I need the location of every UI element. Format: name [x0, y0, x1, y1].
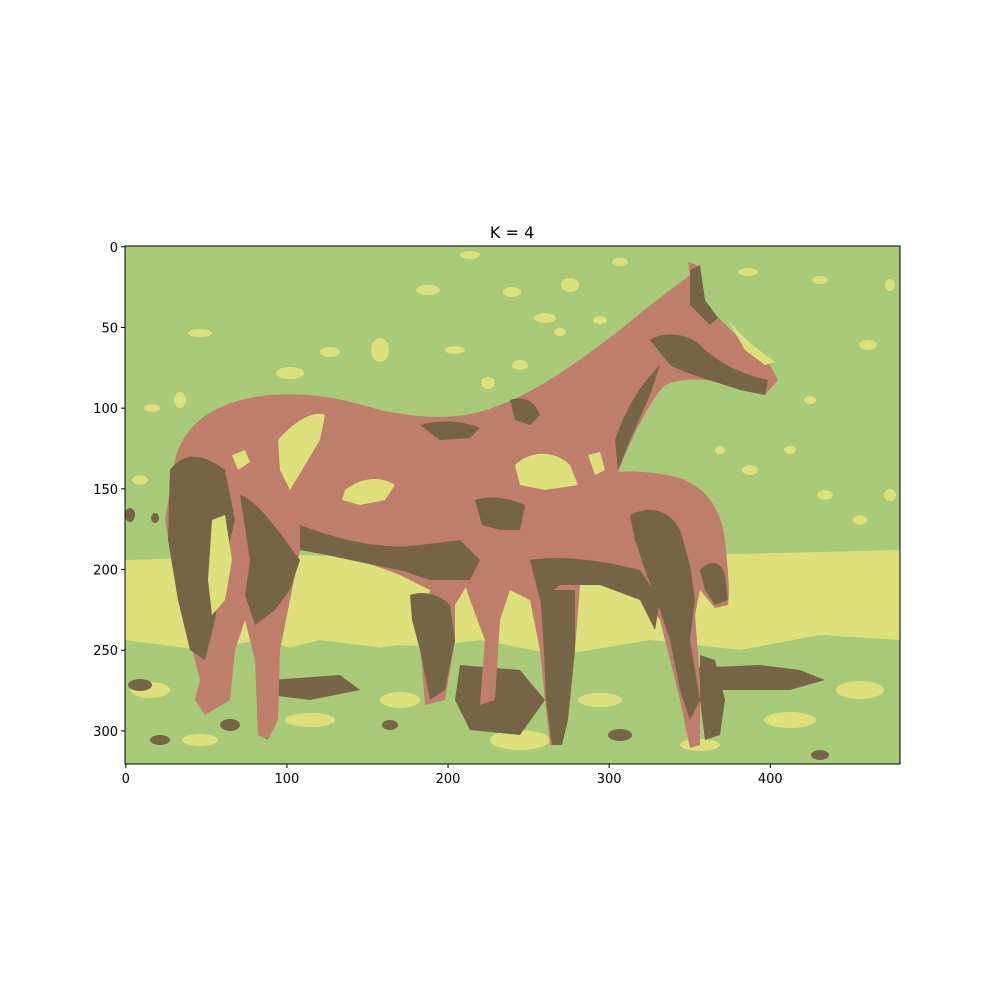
- y-axis-ticks: 0 50 100 150 200 250 300: [93, 241, 125, 740]
- x-tick-label: 300: [597, 772, 622, 787]
- mare-body: [165, 262, 778, 740]
- horse-highlight-regions: [208, 320, 775, 615]
- y-tick-label: 100: [93, 402, 118, 417]
- x-tick-label: 100: [275, 772, 300, 787]
- x-tick-label: 400: [758, 772, 783, 787]
- y-tick-label: 0: [110, 241, 118, 256]
- y-tick-label: 250: [93, 644, 118, 659]
- quantized-image: [125, 246, 900, 764]
- axes-frame: [124, 245, 901, 765]
- y-tick-label: 150: [93, 483, 118, 498]
- background-yellow-speckles: [132, 251, 896, 525]
- x-tick-label: 0: [122, 772, 130, 787]
- chart-title: K = 4: [490, 223, 534, 242]
- horse-shadow-regions: [168, 265, 768, 745]
- x-tick-label: 200: [436, 772, 461, 787]
- y-tick-label: 50: [101, 321, 118, 336]
- grass-shadow-patches: [125, 508, 829, 760]
- y-tick-label: 200: [93, 564, 118, 579]
- y-tick-label: 300: [93, 725, 118, 740]
- x-axis-ticks: 0 100 200 300 400: [122, 764, 783, 787]
